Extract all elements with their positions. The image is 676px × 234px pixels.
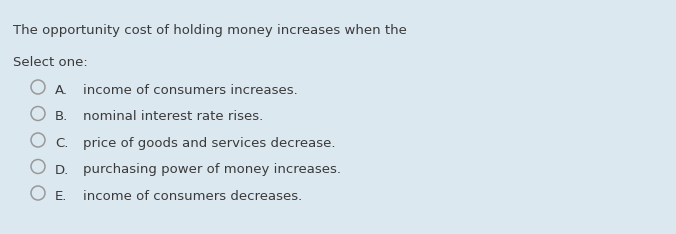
Text: Select one:: Select one: <box>13 56 88 69</box>
Text: income of consumers increases.: income of consumers increases. <box>83 84 297 97</box>
Text: A.: A. <box>55 84 68 97</box>
Text: C.: C. <box>55 137 68 150</box>
Text: price of goods and services decrease.: price of goods and services decrease. <box>83 137 335 150</box>
Text: income of consumers decreases.: income of consumers decreases. <box>83 190 302 203</box>
Text: B.: B. <box>55 110 68 124</box>
Text: The opportunity cost of holding money increases when the: The opportunity cost of holding money in… <box>13 24 407 37</box>
Text: D.: D. <box>55 164 69 176</box>
Text: nominal interest rate rises.: nominal interest rate rises. <box>83 110 263 124</box>
Text: E.: E. <box>55 190 68 203</box>
Text: purchasing power of money increases.: purchasing power of money increases. <box>83 164 341 176</box>
